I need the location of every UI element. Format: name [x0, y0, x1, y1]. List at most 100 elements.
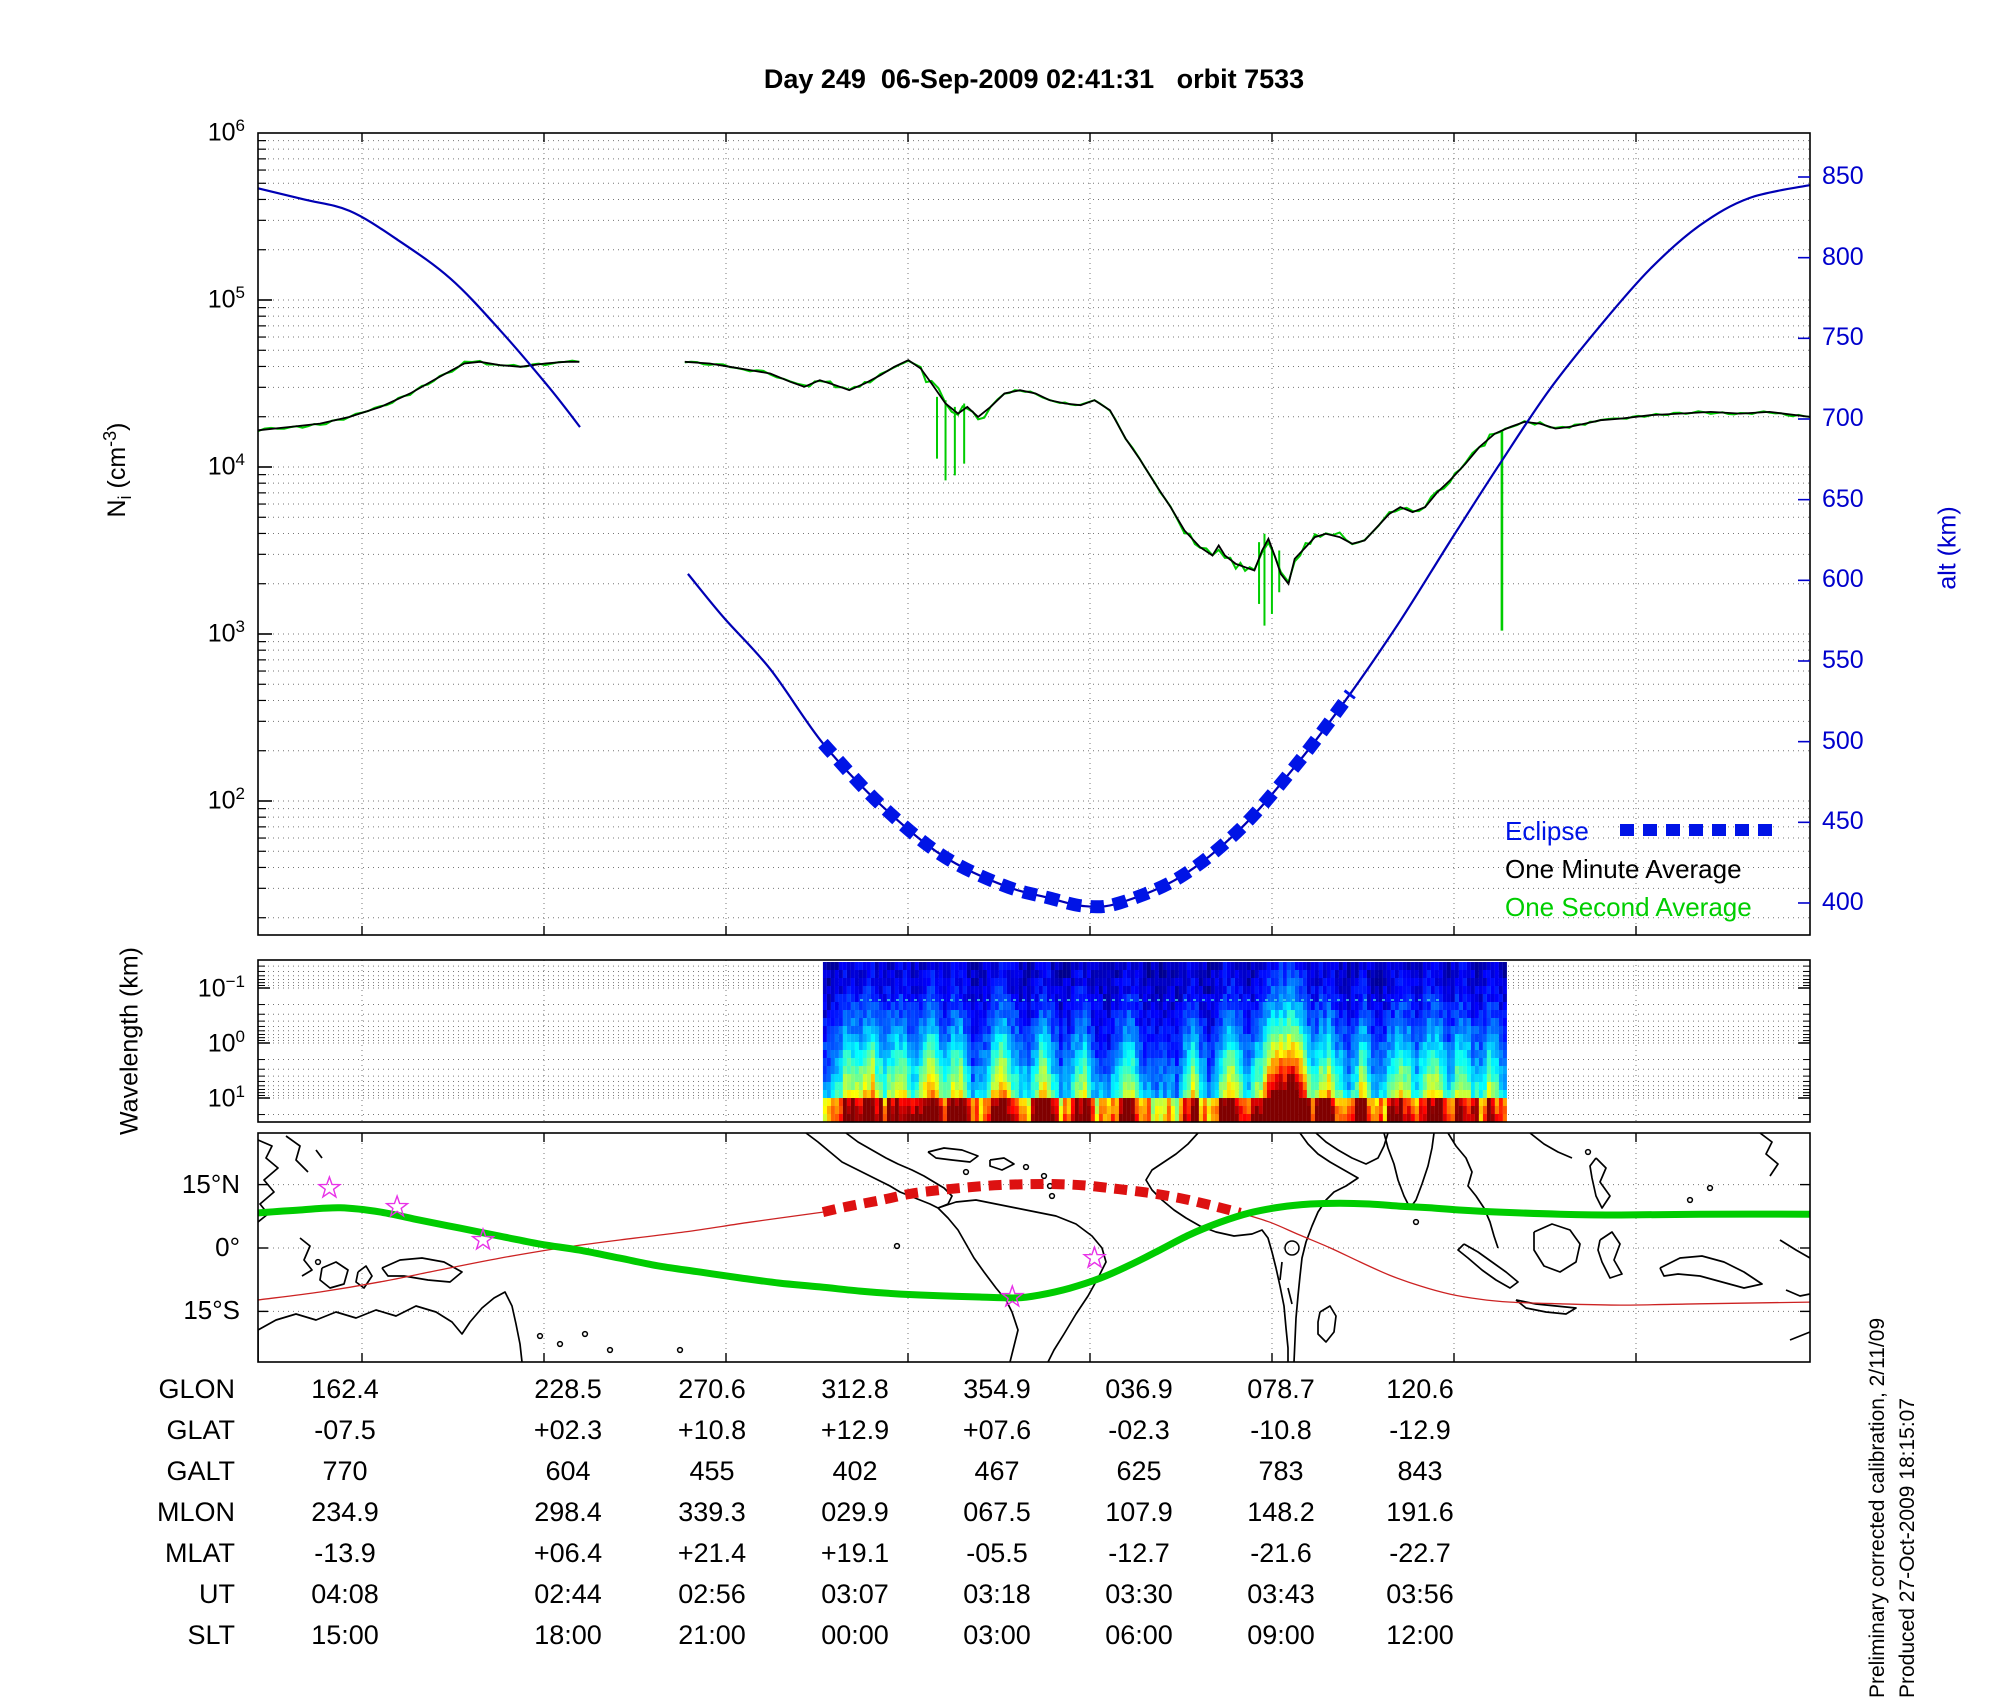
heat-cell	[954, 1098, 959, 1106]
heat-cell	[874, 1074, 879, 1082]
island-dot	[1412, 1218, 1420, 1226]
heat-cell	[1254, 1034, 1259, 1042]
heat-cell	[866, 1090, 871, 1098]
map-content	[258, 1133, 1810, 1362]
heat-cell	[1058, 962, 1063, 970]
heat-cell	[1286, 1010, 1291, 1018]
heat-cell	[1046, 1082, 1051, 1090]
heat-cell	[1218, 978, 1223, 986]
heat-cell	[998, 1114, 1003, 1122]
heat-cell	[930, 1082, 935, 1090]
heat-cell	[1362, 1002, 1367, 1010]
heat-cell	[850, 1058, 855, 1066]
heat-cell	[1246, 1050, 1251, 1058]
heat-cell	[1154, 1114, 1159, 1122]
table-cell: 067.5	[963, 1497, 1031, 1527]
heat-cell	[1362, 1026, 1367, 1034]
heat-cell	[1150, 1026, 1155, 1034]
heat-cell	[926, 1026, 931, 1034]
heat-cell	[958, 1050, 963, 1058]
heat-cell	[1478, 1090, 1483, 1098]
heat-cell	[1194, 986, 1199, 994]
heat-cell	[1250, 1034, 1255, 1042]
heat-cell	[1314, 1066, 1319, 1074]
heat-cell	[1010, 1098, 1015, 1106]
heat-cell	[882, 1106, 887, 1114]
heat-cell	[1402, 1074, 1407, 1082]
heat-cell	[1474, 1074, 1479, 1082]
heat-cell	[1018, 1042, 1023, 1050]
heat-cell	[1266, 1090, 1271, 1098]
heat-cell	[910, 1034, 915, 1042]
heat-cell	[874, 1050, 879, 1058]
heat-cell	[1442, 978, 1447, 986]
heat-cell	[1254, 1082, 1259, 1090]
heat-cell	[1478, 978, 1483, 986]
heat-cell	[1062, 1034, 1067, 1042]
heat-cell	[1146, 1098, 1151, 1106]
heat-cell	[1142, 1098, 1147, 1106]
heat-cell	[1346, 1058, 1351, 1066]
heat-cell	[1402, 1026, 1407, 1034]
heat-cell	[1014, 1090, 1019, 1098]
heat-cell	[1330, 1098, 1335, 1106]
heat-cell	[862, 1002, 867, 1010]
heat-cell	[946, 1082, 951, 1090]
heat-cell	[1434, 1058, 1439, 1066]
heat-cell	[1354, 1002, 1359, 1010]
heat-cell	[1482, 994, 1487, 1002]
heat-cell	[906, 1042, 911, 1050]
heat-cell	[1306, 1090, 1311, 1098]
heat-cell	[1494, 1034, 1499, 1042]
heat-cell	[970, 1058, 975, 1066]
heat-cell	[1370, 1114, 1375, 1122]
heat-cell	[1014, 1034, 1019, 1042]
heat-cell	[1470, 1042, 1475, 1050]
heat-cell	[1002, 994, 1007, 1002]
heat-cell	[1346, 1074, 1351, 1082]
heat-cell	[1158, 1034, 1163, 1042]
heat-cell	[1258, 970, 1263, 978]
heat-cell	[1266, 1002, 1271, 1010]
heat-cell	[1470, 1010, 1475, 1018]
heat-cell	[1490, 1114, 1495, 1122]
heat-cell	[1058, 1066, 1063, 1074]
heat-cell	[1338, 1050, 1343, 1058]
heat-cell	[858, 1042, 863, 1050]
heat-cell	[1314, 994, 1319, 1002]
heat-cell	[1270, 986, 1275, 994]
heat-cell	[1290, 1002, 1295, 1010]
heat-cell	[1482, 1042, 1487, 1050]
heat-cell	[1278, 1042, 1283, 1050]
heat-cell	[1430, 1114, 1435, 1122]
heat-cell	[1078, 1066, 1083, 1074]
heat-cell	[1086, 1090, 1091, 1098]
heat-cell	[1234, 1042, 1239, 1050]
heat-cell	[966, 1010, 971, 1018]
heat-cell	[886, 1010, 891, 1018]
heat-cell	[1058, 1026, 1063, 1034]
heat-cell	[1370, 1042, 1375, 1050]
heat-cell	[906, 978, 911, 986]
table-cell: 06:00	[1105, 1620, 1173, 1650]
heat-cell	[1450, 978, 1455, 986]
heat-cell	[1286, 986, 1291, 994]
heat-cell	[1294, 1090, 1299, 1098]
heat-cell	[1302, 1018, 1307, 1026]
heat-cell	[1250, 1098, 1255, 1106]
heat-cell	[1410, 1082, 1415, 1090]
table-cell: 604	[545, 1456, 591, 1486]
heat-cell	[990, 1042, 995, 1050]
table-cell: 228.5	[534, 1374, 602, 1404]
heat-cell	[1418, 1002, 1423, 1010]
heat-cell	[1302, 1098, 1307, 1106]
heat-cell	[1318, 962, 1323, 970]
heat-cell	[1338, 1082, 1343, 1090]
heat-cell	[846, 1010, 851, 1018]
heat-cell	[1262, 1114, 1267, 1122]
heat-cell	[1302, 1034, 1307, 1042]
table-cell: 04:08	[311, 1579, 379, 1609]
heat-cell	[1274, 1050, 1279, 1058]
heat-cell	[1182, 1026, 1187, 1034]
heat-cell	[1462, 1106, 1467, 1114]
